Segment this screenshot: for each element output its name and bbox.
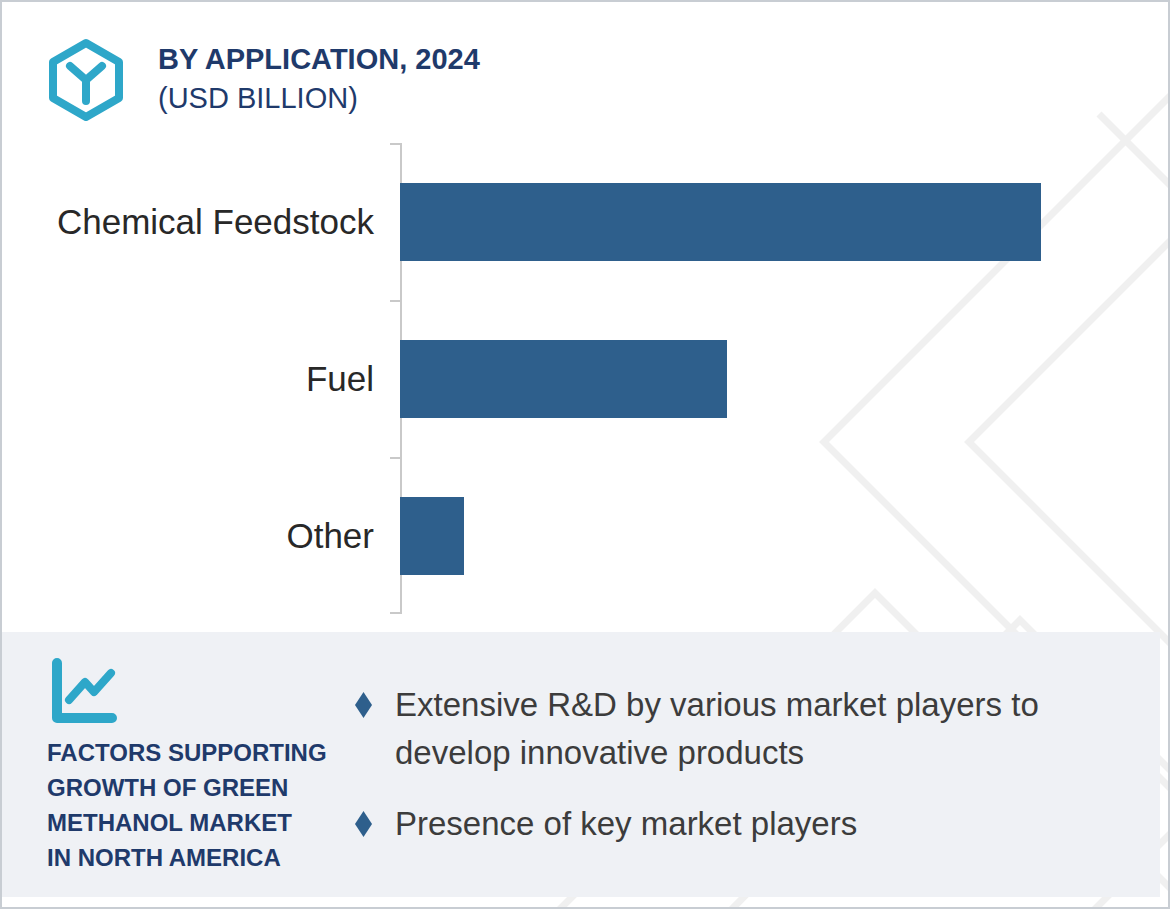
category-label: Chemical Feedstock [2, 202, 400, 242]
axis-tick [390, 612, 400, 614]
axis-tick [390, 457, 400, 459]
axis-tick [390, 143, 400, 145]
bar-row: Chemical Feedstock [2, 143, 1122, 300]
factor-bullet-text: Presence of key market players [395, 805, 857, 842]
axis-tick [390, 300, 400, 302]
category-label: Fuel [2, 359, 400, 399]
bar-area [400, 457, 1122, 614]
bar-row: Other [2, 457, 1122, 614]
bar-fuel [400, 340, 727, 418]
bar-chemical-feedstock [400, 183, 1041, 261]
factors-bullet-list: Extensive R&D by various market players … [353, 681, 1053, 871]
factors-heading-line: METHANOL MARKET [47, 805, 327, 840]
chart-title: BY APPLICATION, 2024 [158, 40, 480, 79]
factor-bullet-item: Presence of key market players [353, 800, 1053, 848]
line-chart-icon [47, 654, 121, 728]
chart-subtitle: (USD BILLION) [158, 79, 480, 118]
bar-area [400, 143, 1122, 300]
bar-row: Fuel [2, 300, 1122, 457]
diamond-bullet-icon [355, 811, 372, 837]
infographic-page: BY APPLICATION, 2024 (USD BILLION) Chemi… [0, 0, 1170, 909]
factors-heading-line: IN NORTH AMERICA [47, 840, 327, 875]
factors-heading-line: FACTORS SUPPORTING [47, 735, 327, 770]
factor-bullet-item: Extensive R&D by various market players … [353, 681, 1053, 777]
factors-heading: FACTORS SUPPORTINGGROWTH OF GREENMETHANO… [47, 735, 327, 875]
bar-area [400, 300, 1122, 457]
bar-other [400, 497, 464, 575]
hexagon-y-logo-icon [45, 38, 127, 122]
category-label: Other [2, 516, 400, 556]
diamond-bullet-icon [355, 692, 372, 718]
factor-bullet-text: Extensive R&D by various market players … [395, 686, 1039, 771]
factors-heading-line: GROWTH OF GREEN [47, 770, 327, 805]
factors-panel: FACTORS SUPPORTINGGROWTH OF GREENMETHANO… [2, 632, 1160, 897]
bar-chart: Chemical Feedstock Fuel Other [2, 143, 1122, 614]
